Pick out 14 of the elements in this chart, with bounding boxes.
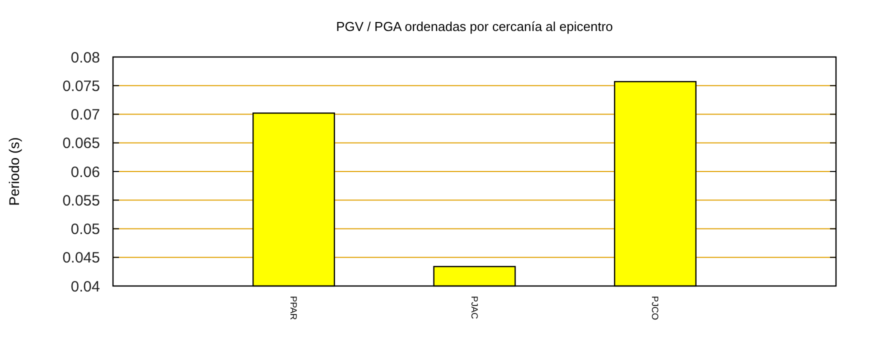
y-tick-label: 0.065 <box>62 135 100 152</box>
y-tick-label: 0.045 <box>62 250 100 267</box>
y-tick-label: 0.06 <box>70 164 100 181</box>
x-tick-label: PJAC <box>469 296 480 320</box>
y-tick-label: 0.04 <box>70 278 100 296</box>
y-axis-title: Periodo (s) <box>6 137 22 206</box>
x-tick-label: PPAR <box>288 296 299 320</box>
chart-title: PGV / PGA ordenadas por cercanía al epicentro <box>336 19 613 34</box>
x-tick-label: PJCO <box>650 296 660 320</box>
y-tick-label: 0.07 <box>70 106 100 124</box>
y-tick-label: 0.055 <box>62 192 100 210</box>
y-tick-label: 0.05 <box>70 221 100 238</box>
y-tick-label: 0.075 <box>62 78 100 95</box>
y-tick-label: 0.08 <box>70 49 100 66</box>
